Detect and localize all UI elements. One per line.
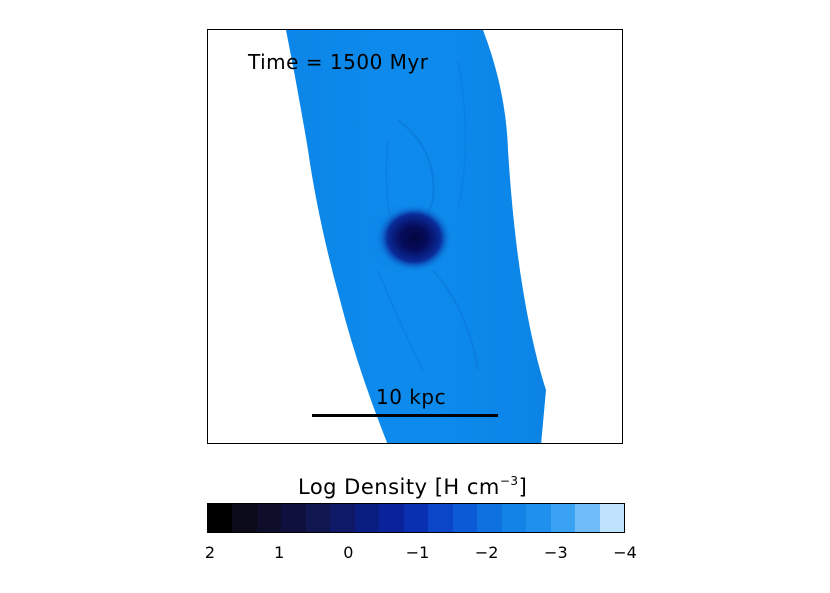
colorbar-swatch: [281, 504, 306, 532]
colorbar-swatch: [305, 504, 331, 532]
colorbar-swatch: [575, 504, 600, 532]
colorbar-swatch: [403, 504, 429, 532]
colorbar-swatch: [379, 504, 404, 532]
colorbar-swatch: [354, 504, 380, 532]
density-map: [286, 30, 546, 443]
colorbar-swatch: [330, 504, 355, 532]
filament: [432, 269, 479, 371]
dense-core: [376, 204, 452, 272]
time-label: Time = 1500 Myr: [248, 50, 429, 74]
colorbar-swatch: [501, 504, 527, 532]
simulation-panel: Time = 1500 Myr 10 kpc: [207, 29, 623, 444]
colorbar-swatch: [599, 504, 624, 532]
colorbar-title-unit: [H cm: [434, 475, 500, 499]
filament: [377, 269, 424, 371]
colorbar-tick-label: −4: [613, 543, 637, 562]
colorbar-swatch: [550, 504, 576, 532]
colorbar-swatch: [232, 504, 257, 532]
scale-bar-label: 10 kpc: [376, 385, 447, 409]
colorbar-swatch: [452, 504, 478, 532]
colorbar-title-main: Log Density: [298, 475, 435, 499]
colorbar-title-exponent: −3: [499, 474, 519, 488]
colorbar-tick-label: −2: [474, 543, 499, 562]
colorbar-tick-label: −1: [405, 543, 430, 562]
colorbar-swatch: [526, 504, 551, 532]
colorbar-tick-label: 2: [204, 543, 216, 562]
colorbar-title-close: ]: [518, 475, 528, 499]
colorbar-swatch: [428, 504, 453, 532]
colorbar-swatch: [208, 504, 233, 532]
scale-bar: [312, 414, 498, 417]
filament: [457, 59, 467, 211]
colorbar-tick-label: 0: [343, 543, 354, 562]
colorbar-tick-label: 1: [274, 543, 285, 562]
colorbar-tick-label: −3: [544, 543, 568, 562]
colorbar-swatch: [477, 504, 502, 532]
colorbar-title: Log Density [H cm−3]: [298, 474, 527, 499]
colorbar-swatch: [256, 504, 282, 532]
colorbar: [207, 503, 625, 533]
